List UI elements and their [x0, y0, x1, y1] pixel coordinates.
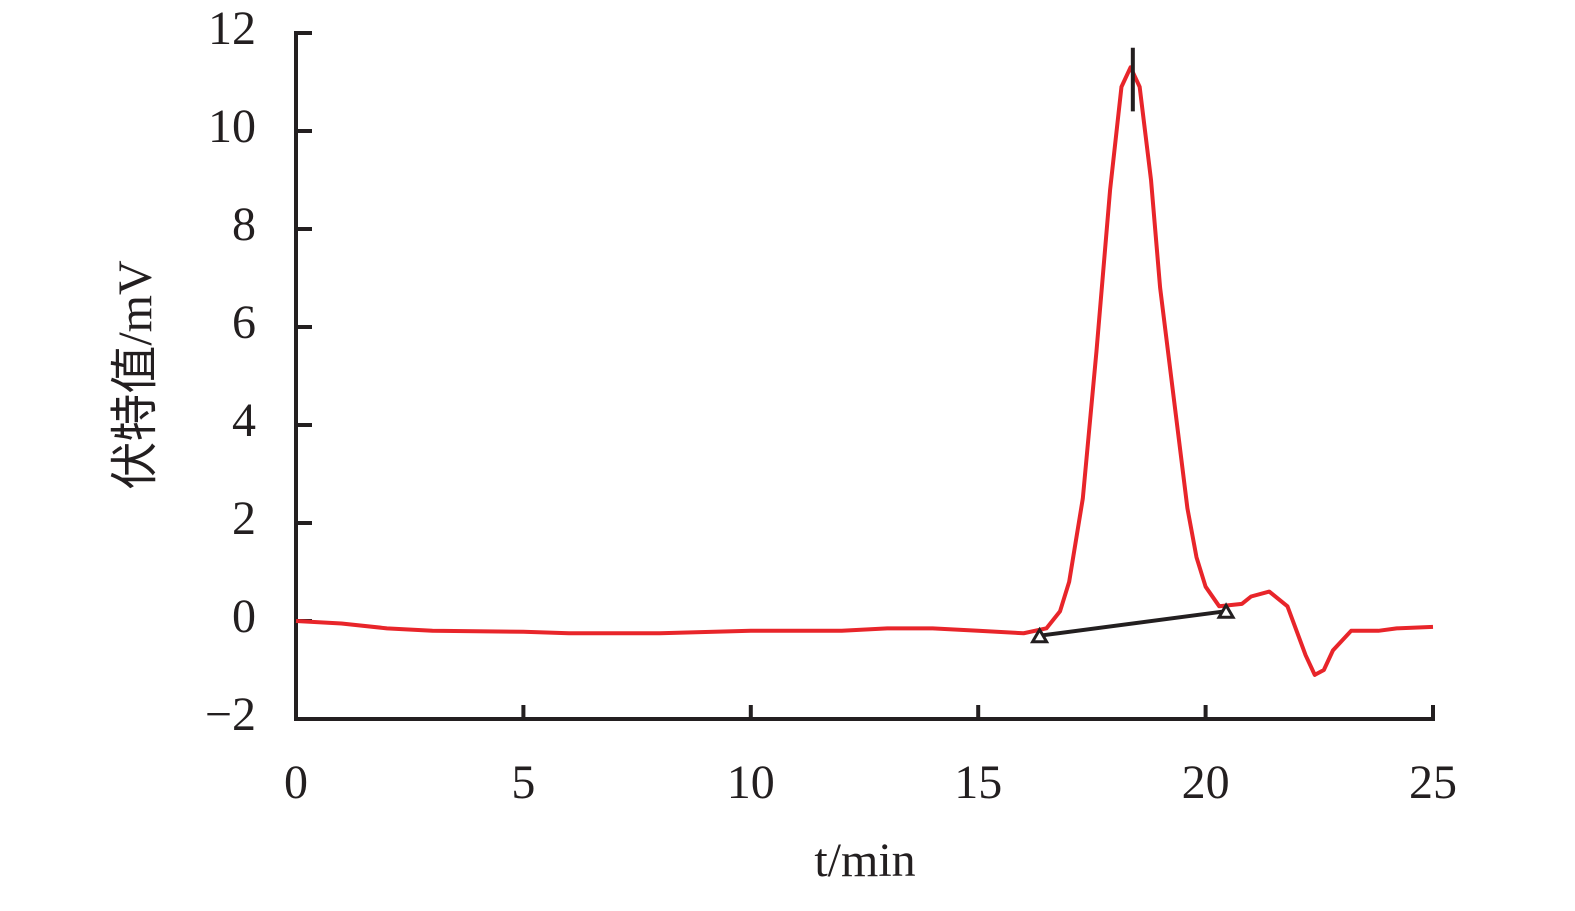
- x-axis-label: t/min: [814, 834, 915, 887]
- y-tick-label: 10: [208, 100, 256, 153]
- data-line: [295, 65, 1434, 677]
- baseline-marker: [1029, 626, 1050, 644]
- y-tick-label: 0: [232, 590, 256, 643]
- x-tick-label: 25: [1409, 756, 1457, 809]
- y-tick-label: 6: [232, 296, 256, 349]
- x-tick-label: 10: [727, 756, 775, 809]
- x-tick-label: 5: [511, 756, 535, 809]
- y-tick-label: 12: [208, 2, 256, 55]
- x-tick-label: 15: [954, 756, 1002, 809]
- baseline: [1039, 609, 1227, 638]
- y-tick-label: 4: [232, 394, 256, 447]
- baseline-marker: [1216, 602, 1236, 619]
- y-tick-label: 8: [232, 198, 256, 251]
- x-tick-label: 20: [1182, 756, 1230, 809]
- y-tick-label: 2: [232, 492, 256, 545]
- y-tick-label: −2: [205, 688, 256, 741]
- y-axis-label: 伏特值/mV: [109, 260, 162, 490]
- x-tick-label: 0: [284, 756, 308, 809]
